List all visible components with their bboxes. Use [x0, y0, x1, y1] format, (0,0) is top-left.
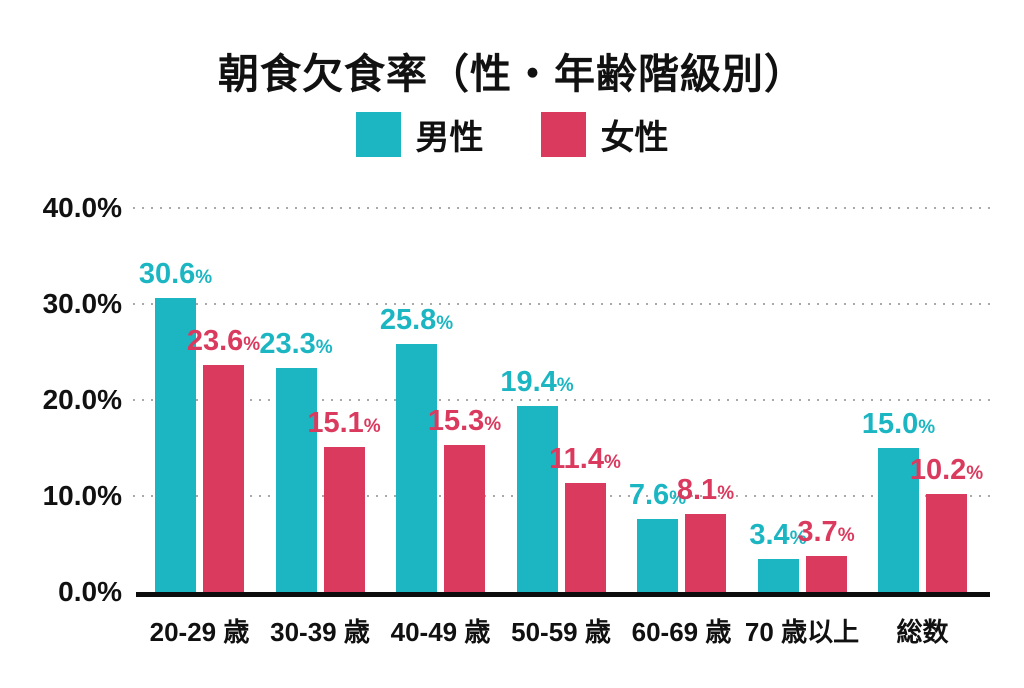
- legend: 男性 女性: [0, 110, 1024, 159]
- x-axis-line: [136, 592, 990, 597]
- value-number: 23.6: [186, 325, 244, 358]
- bar-female-g4: [685, 514, 726, 592]
- value-label-male-g1: 23.3%: [226, 328, 366, 361]
- percent-sign: %: [436, 313, 454, 335]
- female-series-swatch: [540, 112, 586, 157]
- percent-sign: %: [717, 483, 735, 505]
- gridline-30: [133, 303, 992, 305]
- value-label-female-g1: 15.1%: [274, 407, 414, 440]
- bar-male-g4: [637, 519, 678, 592]
- bar-male-g2: [396, 344, 437, 592]
- y-tick-label-40: 40.0%: [42, 192, 122, 223]
- x-tick-label-g6: 総数: [896, 617, 949, 647]
- y-tick-label-10: 10.0%: [42, 480, 122, 511]
- male-series-swatch: [355, 112, 401, 157]
- x-tick-label-g4: 60-69 歳: [631, 617, 732, 647]
- male-series-label: 男性: [415, 119, 484, 157]
- value-number: 15.1: [307, 407, 364, 440]
- value-label-male-g0: 30.6%: [106, 258, 246, 291]
- percent-sign: %: [195, 267, 213, 289]
- bar-male-g3: [516, 405, 558, 592]
- value-number: 23.3: [259, 328, 316, 361]
- percent-sign: %: [315, 337, 333, 359]
- percent-sign: %: [363, 416, 381, 438]
- value-label-male-g2: 25.8%: [347, 304, 487, 337]
- chart-title: 朝食欠食率（性・年齢階級別）: [218, 51, 806, 97]
- bar-male-g5: [757, 559, 799, 592]
- value-number: 3.7: [797, 516, 838, 549]
- bar-female-g5: [805, 556, 847, 592]
- legend-item-female: 女性: [540, 110, 669, 159]
- value-number: 10.2: [909, 454, 967, 487]
- value-number: 11.4: [549, 442, 604, 475]
- x-tick-label-g1: 30-39 歳: [270, 617, 370, 647]
- value-number: 15.0: [861, 408, 919, 440]
- x-tick-label-g3: 50-59 歳: [511, 617, 611, 647]
- percent-sign: %: [789, 528, 807, 550]
- percent-sign: %: [603, 451, 621, 473]
- y-tick-label-30: 30.0%: [42, 288, 122, 319]
- legend-item-male: 男性: [355, 110, 484, 159]
- value-number: 3.4: [749, 519, 790, 552]
- y-tick-label-20: 20.0%: [42, 384, 122, 415]
- percent-sign: %: [669, 488, 687, 510]
- value-number: 7.6: [628, 479, 670, 512]
- percent-sign: %: [243, 334, 261, 356]
- bar-female-g0: [203, 365, 244, 592]
- value-label-female-g0: 23.6%: [154, 325, 294, 358]
- bar-female-g6: [926, 494, 967, 592]
- value-label-male-g6: 15.0%: [829, 408, 969, 441]
- gridline-40: [133, 207, 992, 209]
- x-tick-label-g2: 40-49 歳: [390, 617, 491, 647]
- gridline-20: [133, 399, 992, 401]
- value-number: 30.6: [138, 258, 196, 291]
- bar-male-g0: [155, 298, 196, 592]
- value-number: 25.8: [379, 304, 437, 337]
- percent-sign: %: [918, 417, 936, 438]
- value-number: 8.1: [676, 474, 718, 507]
- female-series-label: 女性: [600, 119, 669, 157]
- x-tick-label-g5: 70 歳以上: [744, 617, 860, 647]
- value-label-female-g5: 3.7%: [756, 516, 896, 549]
- bar-female-g3: [564, 482, 606, 592]
- value-number: 19.4: [500, 365, 557, 398]
- y-tick-label-0: 0.0%: [58, 576, 122, 607]
- percent-sign: %: [966, 463, 984, 485]
- value-label-male-g3: 19.4%: [467, 366, 607, 399]
- percent-sign: %: [556, 374, 574, 396]
- percent-sign: %: [484, 414, 502, 436]
- bar-male-g1: [275, 368, 317, 592]
- value-label-female-g2: 15.3%: [395, 405, 535, 438]
- bar-female-g1: [323, 447, 365, 592]
- x-tick-label-g0: 20-29 歳: [149, 617, 250, 647]
- gridline-10: [133, 495, 992, 497]
- value-number: 15.3: [427, 405, 485, 438]
- value-label-male-g4: 7.6%: [588, 479, 728, 512]
- value-label-male-g5: 3.4%: [708, 519, 848, 552]
- value-label-female-g4: 8.1%: [636, 474, 776, 507]
- bar-male-g6: [878, 448, 919, 592]
- value-label-female-g3: 11.4%: [515, 443, 655, 476]
- value-label-female-g6: 10.2%: [877, 454, 1017, 487]
- percent-sign: %: [837, 525, 855, 547]
- bar-female-g2: [444, 445, 485, 592]
